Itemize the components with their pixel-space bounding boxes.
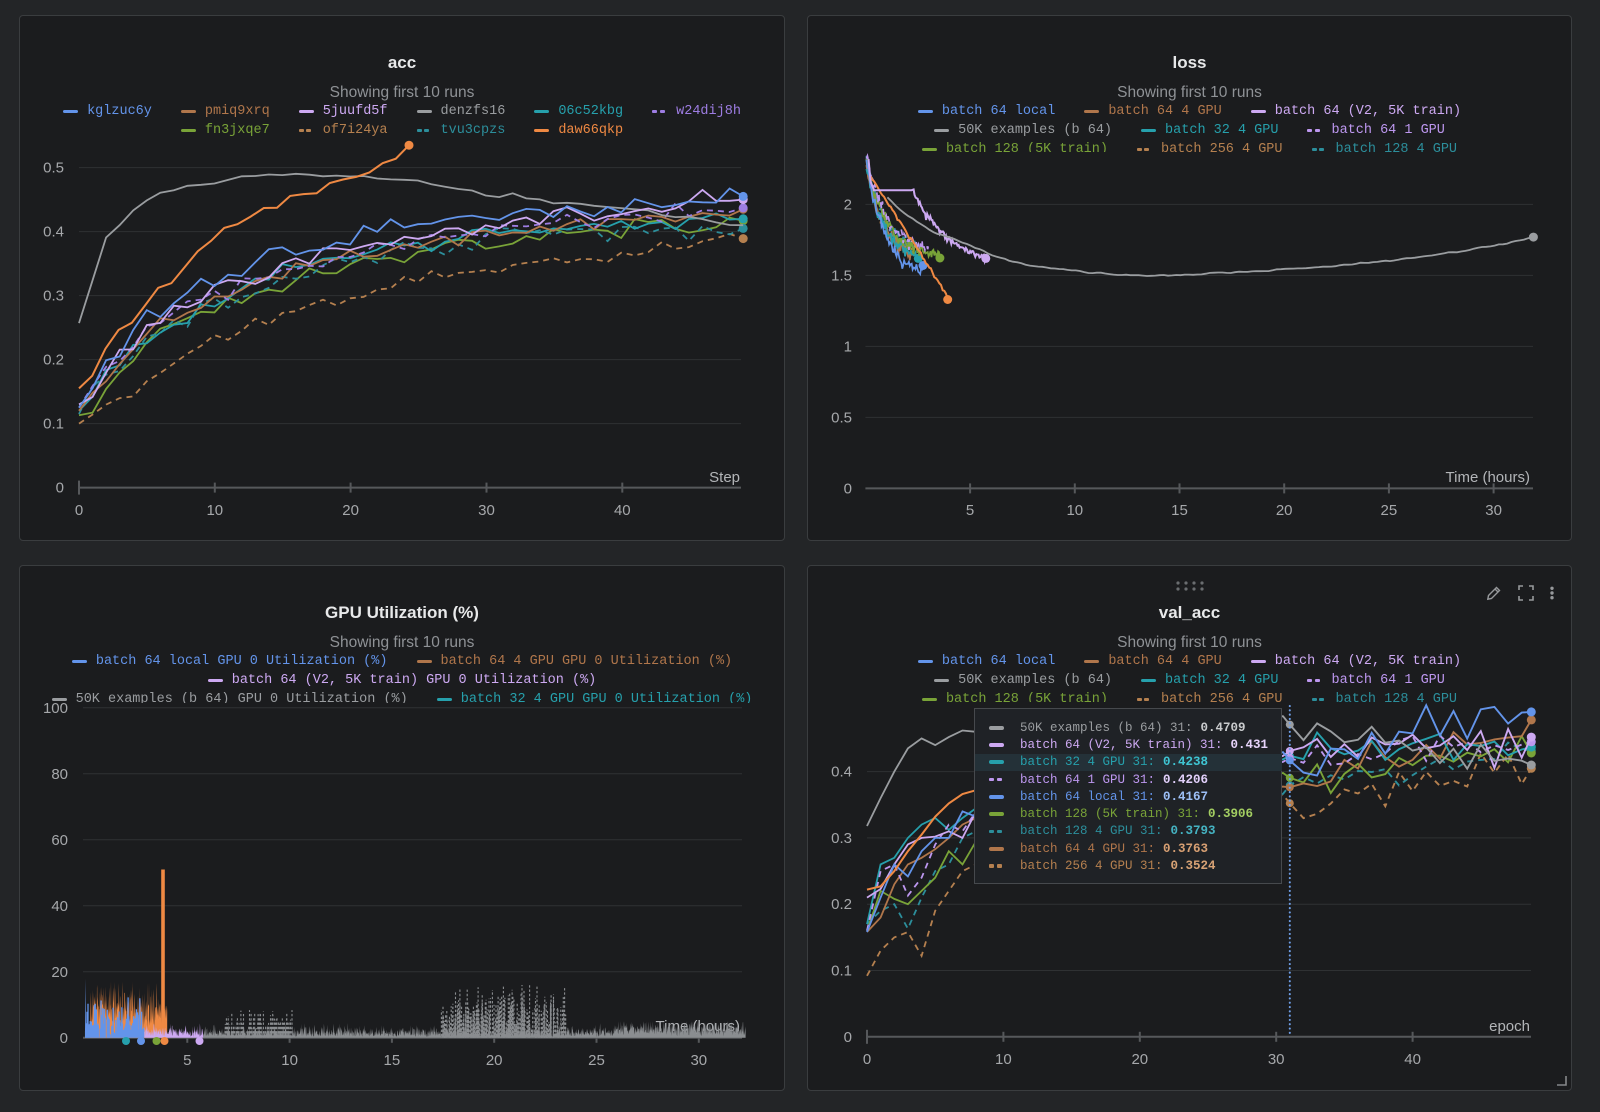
svg-text:5: 5: [183, 1052, 191, 1069]
svg-text:20: 20: [1131, 1051, 1148, 1068]
svg-text:5: 5: [966, 502, 974, 519]
svg-text:0.3: 0.3: [831, 830, 852, 847]
svg-text:30: 30: [690, 1052, 707, 1069]
svg-text:0.5: 0.5: [831, 409, 852, 426]
svg-text:30: 30: [1268, 1051, 1285, 1068]
svg-text:30: 30: [1485, 502, 1502, 519]
svg-text:0.2: 0.2: [831, 896, 852, 913]
svg-text:0.2: 0.2: [43, 352, 64, 369]
svg-text:40: 40: [1404, 1051, 1421, 1068]
svg-text:0: 0: [844, 480, 852, 497]
svg-text:25: 25: [588, 1052, 605, 1069]
svg-text:10: 10: [1066, 502, 1083, 519]
svg-text:0: 0: [56, 480, 64, 497]
svg-text:0: 0: [75, 502, 83, 519]
svg-text:20: 20: [51, 964, 68, 981]
svg-text:40: 40: [614, 502, 631, 519]
svg-text:0.1: 0.1: [831, 963, 852, 980]
svg-text:1: 1: [844, 338, 852, 355]
svg-text:0: 0: [844, 1029, 852, 1046]
svg-text:10: 10: [206, 502, 223, 519]
svg-text:0.4: 0.4: [43, 224, 64, 241]
svg-text:epoch: epoch: [1489, 1018, 1530, 1035]
svg-text:20: 20: [342, 502, 359, 519]
svg-text:2: 2: [844, 196, 852, 213]
svg-text:0: 0: [863, 1051, 871, 1068]
svg-text:0.4: 0.4: [831, 764, 852, 781]
svg-text:0.1: 0.1: [43, 416, 64, 433]
svg-text:40: 40: [51, 898, 68, 915]
svg-text:0: 0: [60, 1030, 68, 1047]
svg-text:30: 30: [478, 502, 495, 519]
svg-text:100: 100: [43, 700, 68, 717]
svg-text:0.5: 0.5: [43, 160, 64, 177]
svg-text:20: 20: [486, 1052, 503, 1069]
svg-text:Step: Step: [709, 469, 740, 486]
svg-text:1.5: 1.5: [831, 267, 852, 284]
svg-text:Time (hours): Time (hours): [1446, 469, 1530, 486]
svg-text:80: 80: [51, 766, 68, 783]
svg-text:10: 10: [281, 1052, 298, 1069]
svg-text:10: 10: [995, 1051, 1012, 1068]
svg-text:15: 15: [1171, 502, 1188, 519]
svg-text:20: 20: [1276, 502, 1293, 519]
svg-text:25: 25: [1381, 502, 1398, 519]
svg-text:15: 15: [384, 1052, 401, 1069]
svg-text:60: 60: [51, 832, 68, 849]
svg-text:0.3: 0.3: [43, 288, 64, 305]
